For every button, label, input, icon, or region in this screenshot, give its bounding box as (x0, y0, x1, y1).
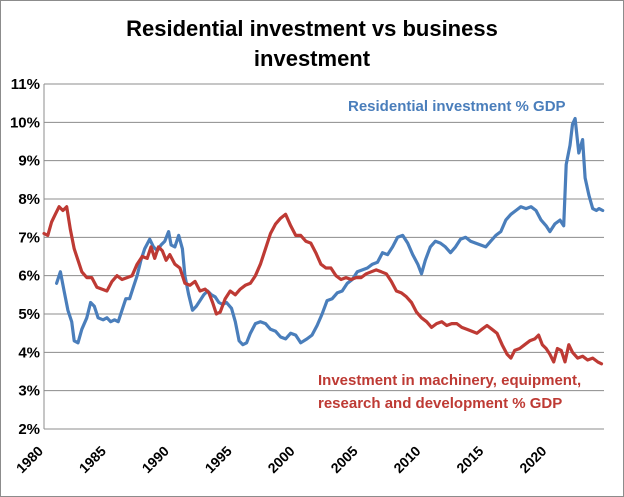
y-tick-label: 4% (18, 344, 40, 361)
axes (43, 84, 604, 430)
x-tick-label: 1995 (202, 443, 235, 476)
x-tick-label: 2015 (453, 443, 486, 476)
chart-title-line1: Residential investment vs business (126, 16, 498, 41)
annotation-residential: Residential investment % GDP (348, 98, 566, 115)
x-axis-tick-labels: 1980 1985 1990 1995 2000 2005 2010 2015 2020 (13, 443, 550, 476)
y-tick-label: 9% (18, 153, 40, 170)
x-tick-label: 2010 (390, 443, 423, 476)
series-line-machinery-investment (42, 205, 604, 366)
y-tick-label: 5% (18, 306, 40, 323)
series-lines (42, 116, 605, 366)
chart-title-line2: investment (253, 46, 371, 71)
y-tick-label: 6% (18, 268, 40, 285)
x-tick-label: 1990 (139, 443, 172, 476)
y-tick-label: 3% (18, 383, 40, 400)
series-line-residential (55, 116, 605, 347)
gridlines (44, 83, 604, 392)
y-tick-label: 2% (18, 421, 40, 438)
x-tick-label: 1985 (76, 443, 109, 476)
x-tick-label: 1980 (13, 443, 46, 476)
y-tick-label: 10% (10, 114, 40, 131)
x-tick-label: 2020 (516, 443, 549, 476)
x-tick-label: 2005 (327, 443, 360, 476)
y-tick-label: 8% (18, 191, 40, 208)
y-tick-label: 11% (11, 76, 40, 93)
annotation-investment-line2: research and development % GDP (318, 395, 562, 412)
y-axis-tick-labels: 2% 3% 4% 5% 6% 7% 8% 9% 10% 11% (10, 76, 40, 438)
y-tick-label: 7% (18, 229, 40, 246)
annotation-investment-line1: Investment in machinery, equipment, (318, 372, 581, 389)
x-tick-label: 2000 (264, 443, 297, 476)
chart-title: Residential investment vs business inves… (0, 14, 624, 74)
